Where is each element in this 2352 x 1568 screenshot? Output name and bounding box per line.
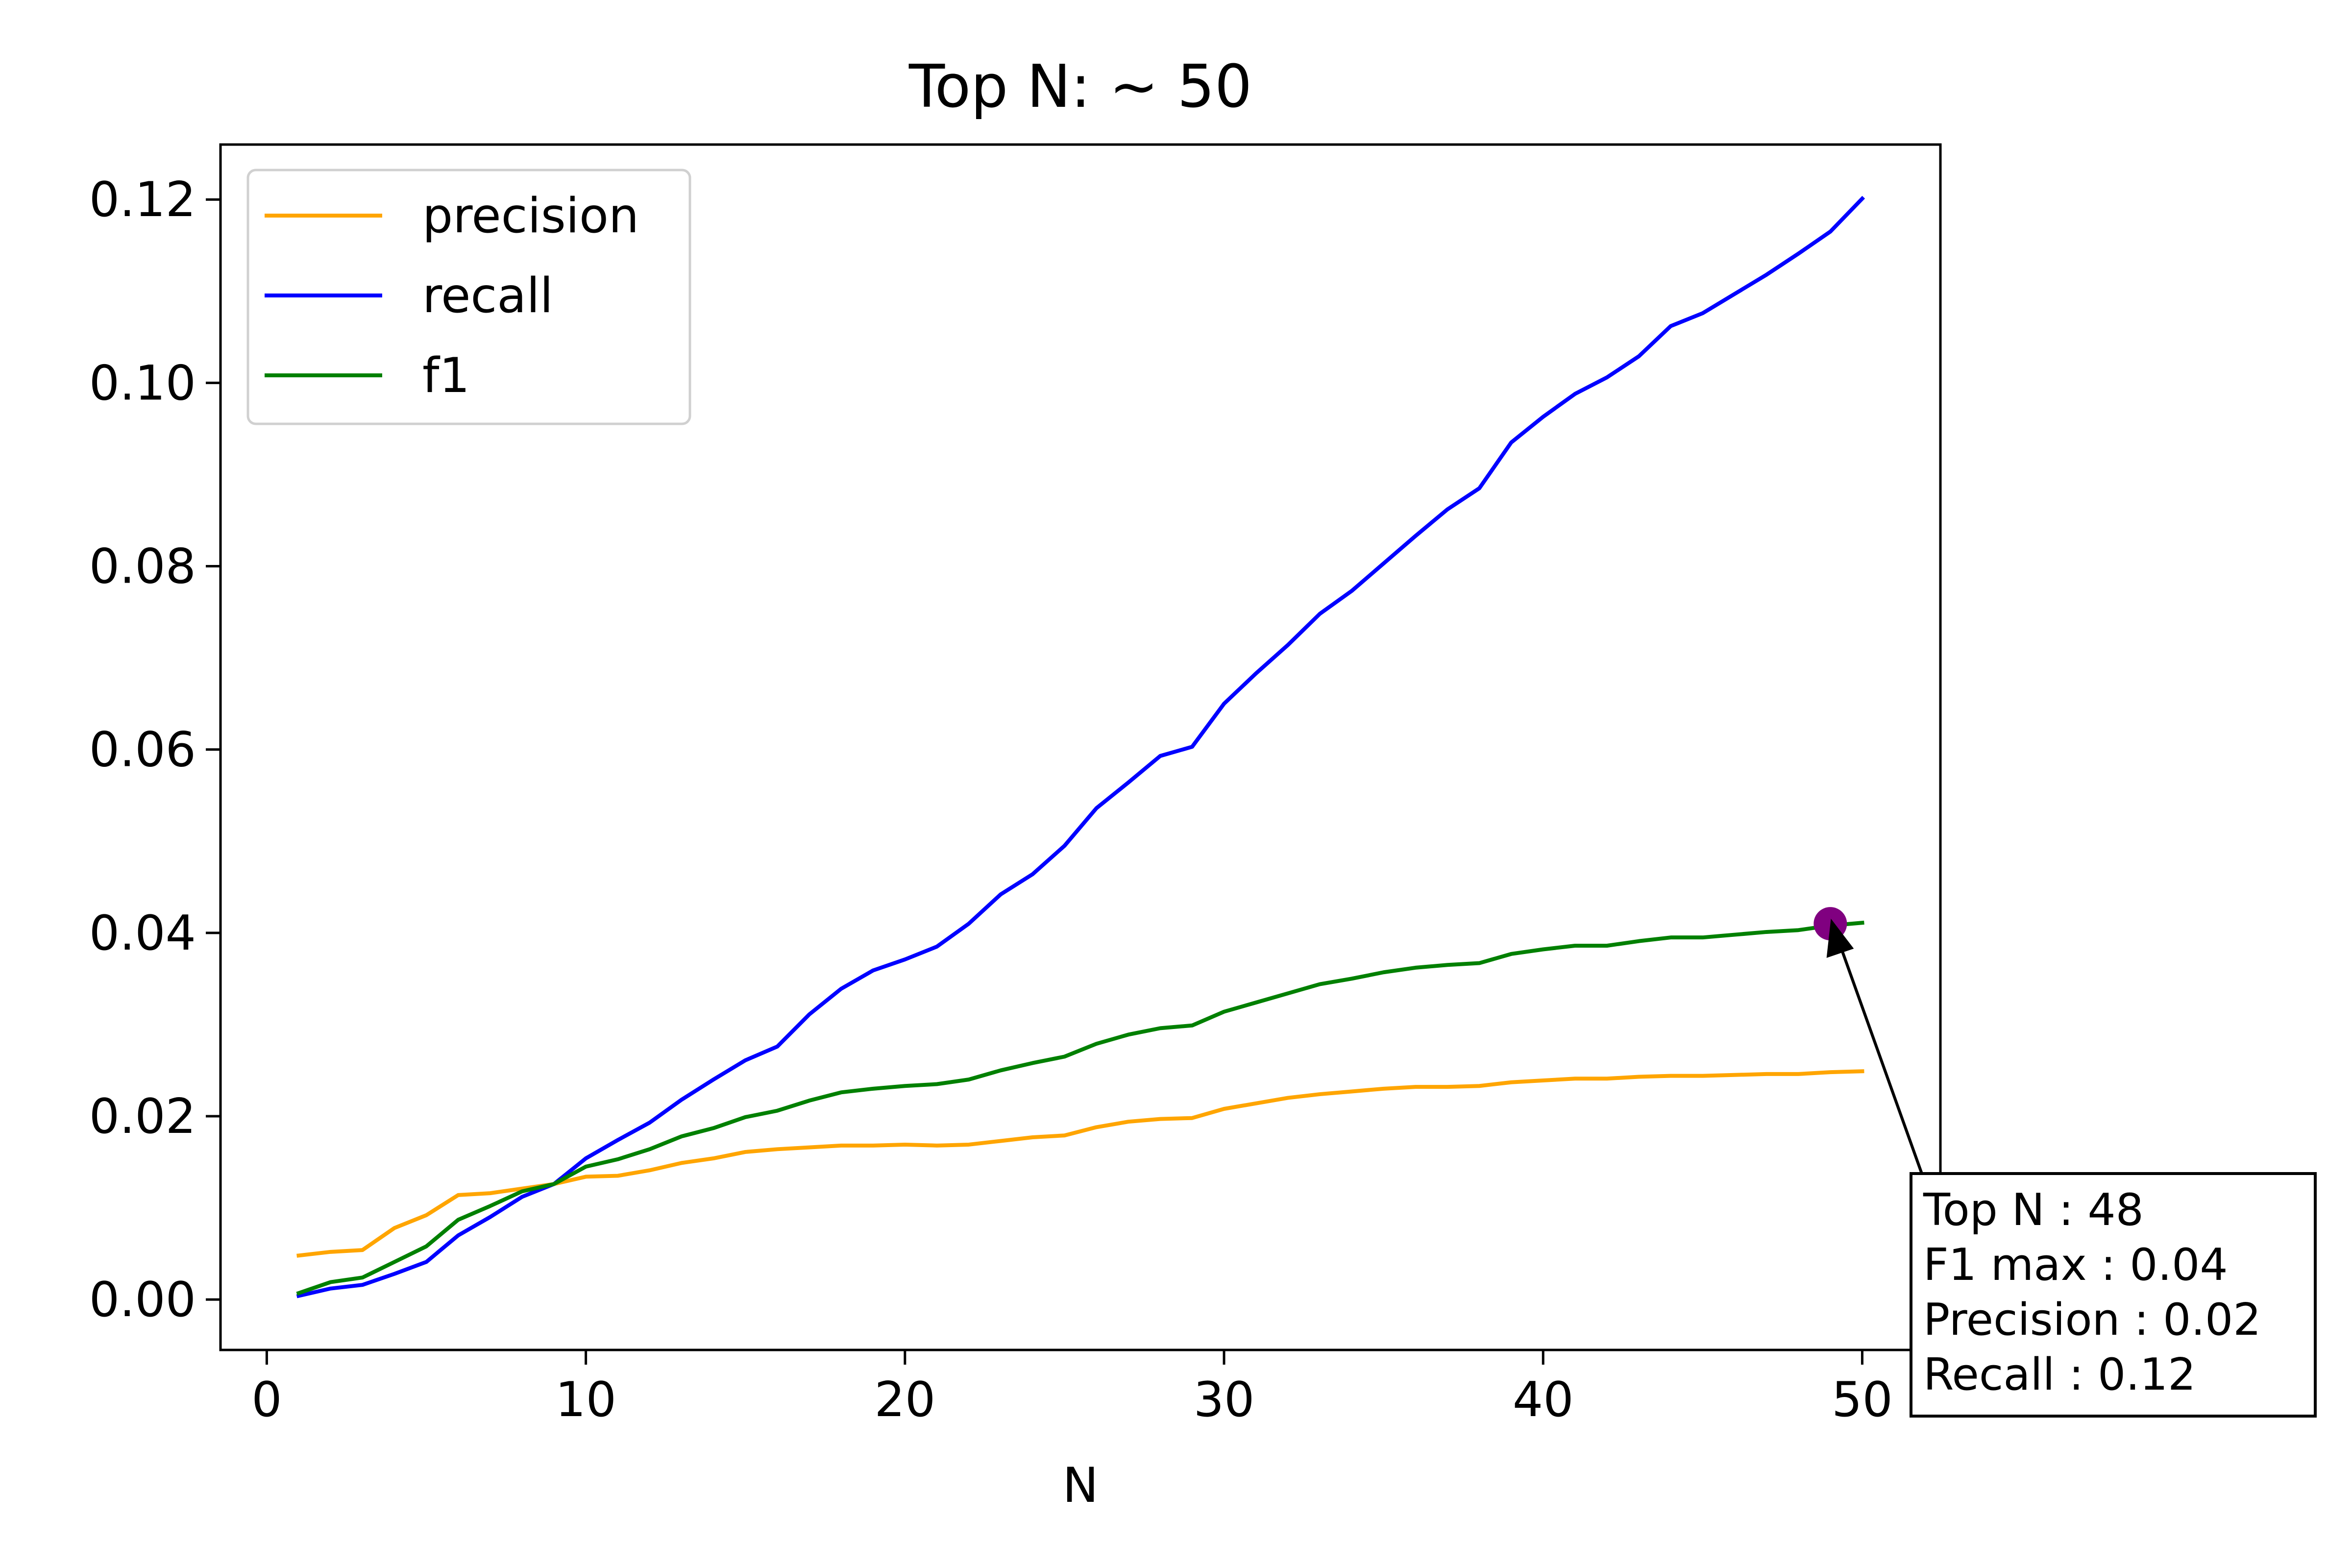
annotation-arrowhead — [1826, 918, 1854, 958]
x-tick-label: 20 — [874, 1372, 935, 1428]
legend-box — [246, 169, 691, 425]
x-tick-label: 0 — [251, 1372, 282, 1428]
y-tick-label: 0.12 — [89, 172, 196, 228]
annotation-arrow-shaft — [1834, 930, 1923, 1175]
annotation-box — [1910, 1172, 2317, 1418]
y-tick-label: 0.00 — [89, 1272, 196, 1328]
x-axis-label: N — [1062, 1458, 1098, 1514]
y-tick-label: 0.10 — [89, 355, 196, 411]
legend: precision recall f1 — [246, 169, 691, 425]
y-axis: 0.00 0.02 0.04 0.06 0.08 0.10 0.12 — [89, 172, 220, 1328]
y-tick-label: 0.02 — [89, 1089, 196, 1145]
x-axis: 0 10 20 30 40 50 — [251, 1350, 1893, 1428]
y-tick-label: 0.04 — [89, 906, 196, 961]
annotation-line-recall: Recall : 0.12 — [1923, 1349, 2196, 1400]
x-tick-label: 10 — [555, 1372, 616, 1428]
legend-label-f1: f1 — [422, 348, 470, 404]
annotation-line-precision: Precision : 0.02 — [1923, 1294, 2261, 1346]
plot-area — [219, 143, 1942, 1351]
annotation: Top N : 48 F1 max : 0.04 Precision : 0.0… — [1826, 918, 2317, 1418]
legend-label-recall: recall — [422, 268, 553, 324]
plot-frame — [219, 143, 1942, 1351]
series-line-precision — [296, 1069, 1864, 1258]
series-layer — [296, 196, 1865, 1298]
y-tick-label: 0.06 — [89, 722, 196, 778]
x-tick-label: 40 — [1513, 1372, 1574, 1428]
x-tick-label: 50 — [1832, 1372, 1893, 1428]
series-line-f1 — [296, 920, 1864, 1296]
annotation-line-top-n: Top N : 48 — [1923, 1184, 2144, 1236]
y-tick-label: 0.08 — [89, 539, 196, 595]
chart-title: Top N: ~ 50 — [908, 53, 1252, 121]
x-tick-label: 30 — [1194, 1372, 1255, 1428]
annotation-line-f1-max: F1 max : 0.04 — [1923, 1239, 2228, 1291]
legend-label-precision: precision — [422, 188, 639, 244]
